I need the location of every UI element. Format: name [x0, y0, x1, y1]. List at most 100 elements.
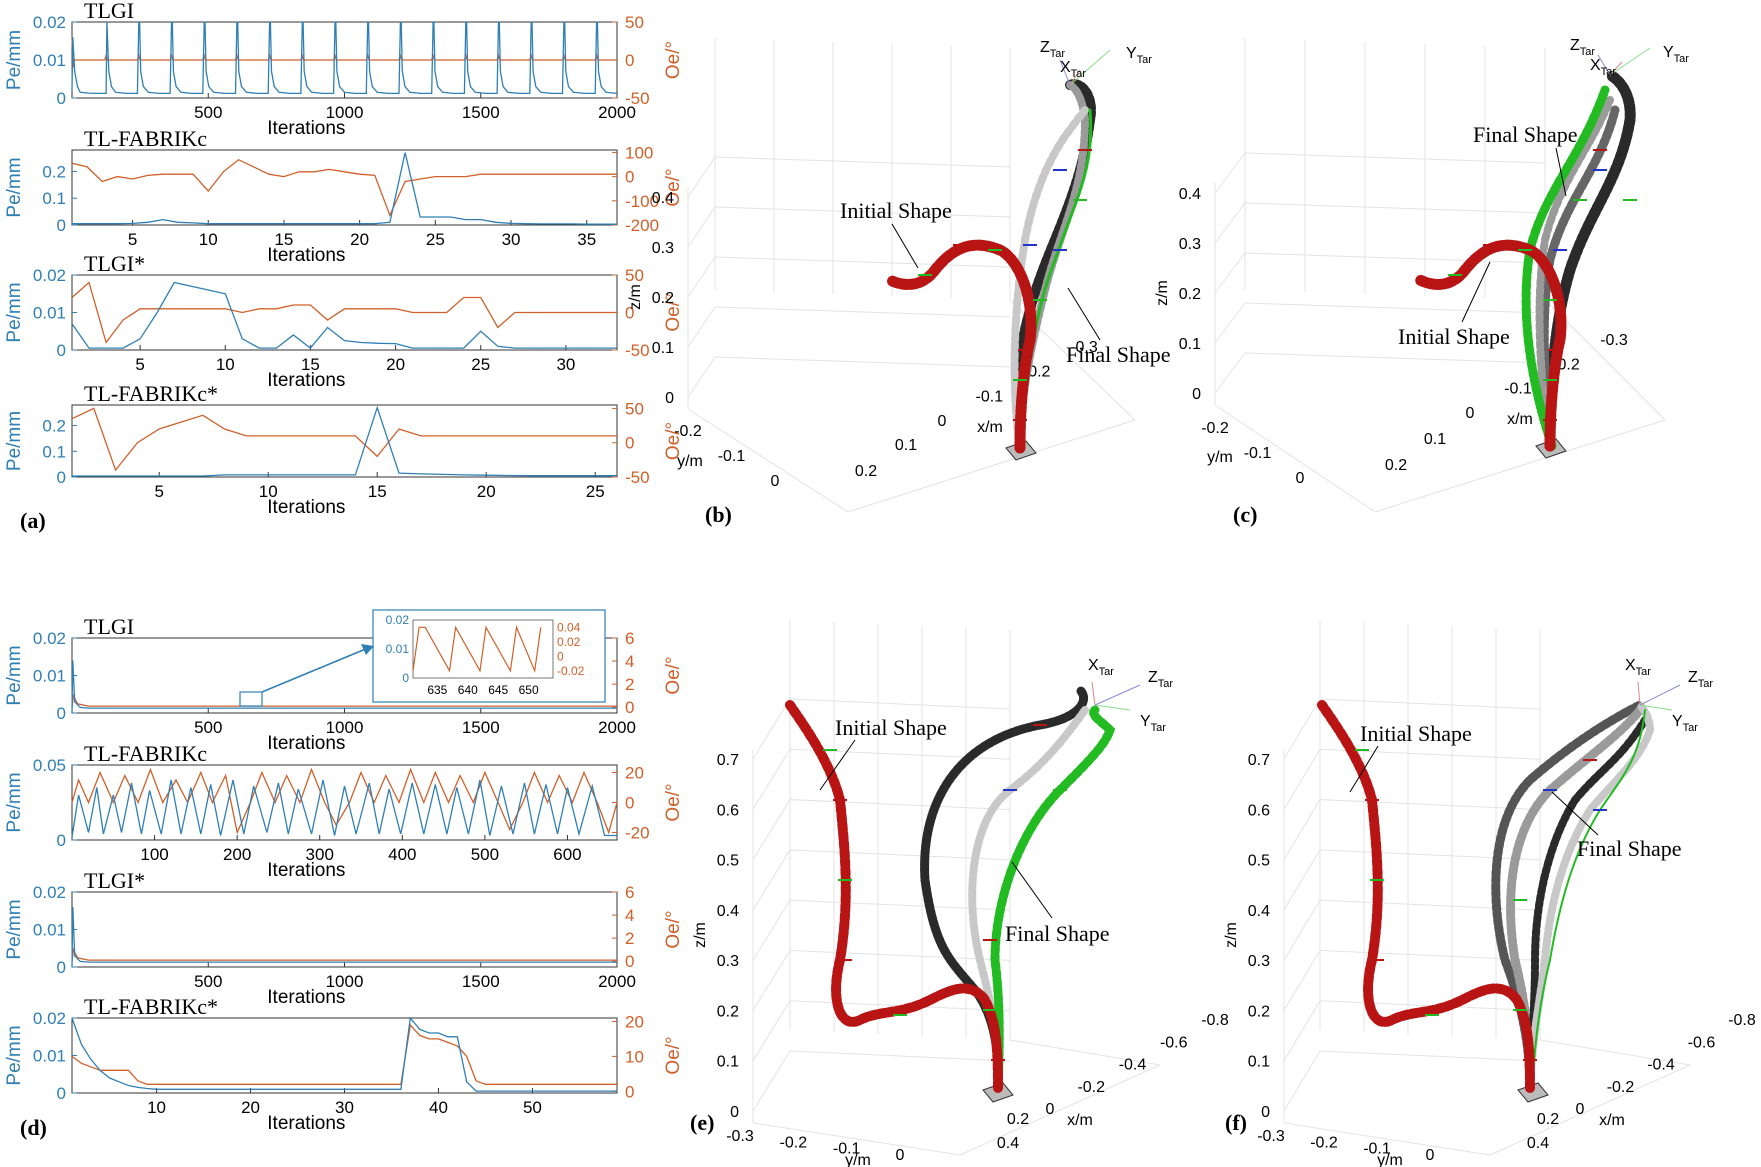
inset-series-line — [412, 625, 542, 674]
inset-y-tick-label: 0.01 — [386, 642, 410, 656]
y-tick-label: 0.02 — [33, 883, 66, 902]
y-axis-label-right: Oe/° — [663, 1036, 684, 1074]
target-x-letter: X — [1060, 59, 1071, 76]
y2-tick-label: 50 — [625, 266, 644, 285]
zoom-marker — [239, 691, 263, 707]
x-axis-label: Iterations — [267, 987, 345, 1008]
target-x-label: XTar — [1088, 657, 1114, 678]
x-axis-label: x/m — [1067, 1112, 1093, 1129]
grid-line — [752, 799, 1011, 860]
target-x-sub: Tar — [1636, 666, 1652, 678]
series-line-oe — [71, 37, 617, 68]
target-y-letter: Y — [1126, 45, 1137, 62]
z-tick-label: 0.3 — [652, 240, 674, 257]
target-y-sub: Tar — [1151, 722, 1167, 734]
target-z-label: ZTar — [1148, 669, 1173, 690]
grid-line — [1283, 799, 1541, 860]
target-y-label: YTar — [1672, 713, 1698, 734]
inset-x-tick-label: 645 — [488, 683, 508, 697]
y2-tick-label: 6 — [625, 629, 634, 648]
plot3d-e: 0 0.1 0.2 0.3 0.4 0.5 0.6 0.7 z/m -0.3 -0.2 -0.1 0 y/… — [692, 620, 1229, 1167]
x-tick-label: -0.3 — [1600, 332, 1628, 349]
floor-edge — [1489, 1064, 1691, 1156]
robot-intermediate-shape — [1535, 96, 1614, 450]
target-z-letter: Z — [1040, 39, 1050, 56]
grid-line — [752, 949, 1011, 1011]
grid-line — [1214, 202, 1546, 244]
y-axis-label-left: Pe/mm — [4, 772, 25, 832]
grid-line — [1283, 698, 1541, 760]
x-tick-label: 500 — [194, 718, 222, 737]
target-y-sub: Tar — [1674, 53, 1690, 65]
y-axis-label-right: Oe/° — [663, 783, 684, 821]
floor-edge — [687, 408, 849, 513]
grid-line — [1214, 352, 1546, 394]
y2-tick-label: -200 — [625, 216, 659, 235]
target-z-letter: Z — [1688, 669, 1698, 686]
target-y-axis — [1069, 49, 1111, 86]
inset-box — [372, 609, 606, 703]
floor-edge — [1374, 419, 1666, 513]
target-x-sub: Tar — [1071, 68, 1087, 80]
y-tick-label: 0 — [771, 473, 780, 490]
inset-y2-tick-label: 0.04 — [557, 620, 581, 634]
y-axis-label-left: Pe/mm — [4, 30, 25, 90]
y-tick-label: 0.1 — [1424, 431, 1446, 448]
y-tick-label: -0.3 — [1257, 1128, 1285, 1145]
grid-line — [1283, 1000, 1541, 1061]
target-z-label: ZTar — [1040, 39, 1065, 60]
zoom-arrow — [261, 647, 369, 693]
y-axis-label-right: Oe/° — [663, 168, 684, 206]
inset-y2-tick-label: -0.02 — [557, 664, 585, 678]
target-x-label: XTar — [1625, 657, 1651, 678]
y-tick-label: 0.02 — [33, 629, 66, 648]
z-tick-label: 0.7 — [717, 752, 739, 769]
y-tick-label: 0 — [896, 1147, 905, 1164]
y-tick-label: 0.02 — [33, 266, 66, 285]
grid-line — [687, 256, 1011, 298]
x-tick-label: 15 — [274, 230, 293, 249]
y-tick-label: -0.1 — [833, 1141, 861, 1158]
x-axis-label: Iterations — [267, 1113, 345, 1134]
plot3d-c: 0 0.1 0.2 0.3 0.4 z/m -0.2 -0.1 0 y/m 0.1 0.2 0 -0.1 -… — [1154, 37, 1690, 513]
y2-tick-label: 0 — [625, 1082, 634, 1101]
x-tick-label: 1500 — [462, 103, 500, 122]
x-tick-label: 10 — [199, 230, 218, 249]
y2-tick-label: 0 — [625, 51, 634, 70]
x-tick-label: 2000 — [598, 718, 636, 737]
x-axis-label: x/m — [1507, 411, 1533, 428]
z-tick-label: 0.1 — [1248, 1054, 1270, 1071]
y2-tick-label: -100 — [625, 192, 659, 211]
grid-line — [687, 206, 1011, 248]
grid-line — [687, 156, 1011, 198]
x-tick-label: 15 — [368, 482, 387, 501]
x-tick-label: 10 — [216, 355, 235, 374]
x-tick-label: -0.2 — [1077, 1079, 1105, 1096]
grid-line — [687, 306, 1011, 348]
inset-y-tick-label: 0 — [402, 671, 409, 685]
chart-d-tl-fabrikc-star: TL-FABRIKc* 10 20 30 40 50 Iterations 0 0.01 0.02… — [4, 994, 684, 1134]
grid-line — [687, 356, 1011, 398]
y-tick-label: -0.2 — [780, 1134, 808, 1151]
initial-shape-pointer-c — [1461, 261, 1491, 323]
x-tick-label: 2000 — [598, 103, 636, 122]
plot3d-b: 0 0.1 0.2 0.3 0.4 z/m -0.2 -0.1 0 y/m 0.1 0.2 0 -0.1 -… — [627, 38, 1152, 513]
target-y-axis — [1094, 704, 1131, 711]
target-z-sub: Tar — [1580, 46, 1596, 58]
robot-intermediate-shape — [1010, 106, 1089, 452]
target-y-axis — [1609, 47, 1651, 76]
z-tick-label: 0.3 — [1248, 953, 1270, 970]
x-tick-label: 600 — [553, 845, 581, 864]
x-tick-label: 500 — [194, 103, 222, 122]
y2-tick-label: -20 — [625, 824, 650, 843]
final-shape-label-f: Final Shape — [1577, 836, 1682, 861]
floor-edge — [752, 1122, 961, 1156]
z-tick-label: 0.1 — [717, 1054, 739, 1071]
inset-frame — [412, 619, 554, 679]
z-tick-label: 0.2 — [717, 1003, 739, 1020]
target-z-axis — [1639, 684, 1681, 706]
chart-title: TL-FABRIKc* — [84, 994, 218, 1019]
y-tick-label: 0.01 — [33, 667, 66, 686]
grid-line — [752, 899, 1011, 961]
x-tick-label: 25 — [471, 355, 490, 374]
